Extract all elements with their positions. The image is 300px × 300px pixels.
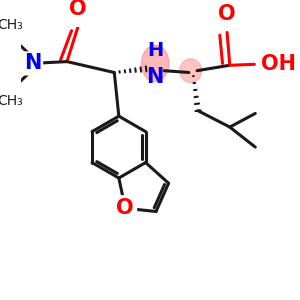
Text: N: N bbox=[24, 53, 41, 74]
Text: OH: OH bbox=[261, 54, 296, 74]
Ellipse shape bbox=[142, 45, 169, 82]
Text: CH₃: CH₃ bbox=[0, 94, 23, 108]
Text: O: O bbox=[116, 198, 134, 218]
Ellipse shape bbox=[180, 59, 202, 82]
Text: CH₃: CH₃ bbox=[0, 19, 23, 32]
Text: O: O bbox=[69, 0, 87, 19]
Text: O: O bbox=[218, 4, 236, 24]
Text: N: N bbox=[146, 67, 164, 87]
Text: H: H bbox=[147, 41, 163, 60]
